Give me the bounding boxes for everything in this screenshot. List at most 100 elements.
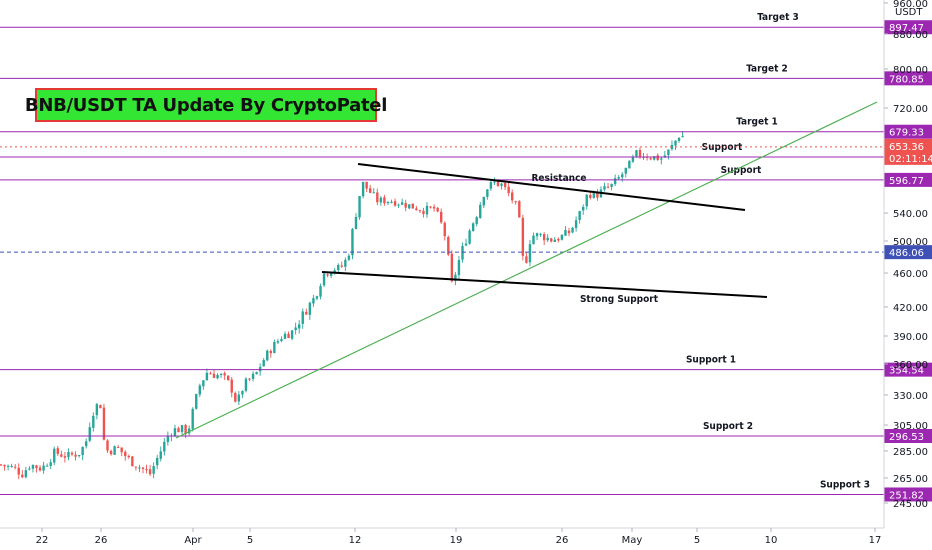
candle-body — [106, 440, 109, 451]
candle-body — [70, 452, 74, 455]
candle-body — [408, 204, 411, 209]
candle-body — [567, 230, 571, 234]
level-price-text: 486.06 — [889, 248, 924, 259]
candle-body — [166, 435, 170, 442]
candle-body — [624, 167, 627, 174]
x-tick-label: 5 — [247, 535, 253, 546]
candle-body — [283, 333, 287, 339]
x-tick-label: 22 — [36, 535, 49, 546]
y-tick-label: 390.00 — [893, 332, 928, 343]
candle-body — [38, 467, 42, 471]
candle-body — [131, 456, 134, 467]
candle-body — [63, 456, 67, 458]
candle-body — [322, 273, 326, 286]
candle-body — [152, 466, 155, 474]
candle-body — [393, 201, 397, 206]
candle-body — [56, 448, 59, 454]
candle-body — [28, 468, 31, 470]
candle-body — [638, 150, 642, 157]
candle-body — [628, 160, 631, 169]
y-tick-label: 265.00 — [893, 474, 928, 485]
candle-body — [266, 350, 269, 361]
candle-body — [432, 206, 436, 209]
x-tick-label: 5 — [694, 535, 700, 546]
level-price-badge — [884, 362, 932, 377]
y-tick-label: 540.00 — [893, 209, 928, 220]
candle-body — [589, 194, 592, 199]
candle-body — [450, 253, 454, 282]
candle-body — [386, 201, 390, 204]
current-price-badge — [884, 138, 932, 165]
candle-body — [269, 350, 272, 354]
candle-body — [521, 217, 525, 256]
candle-body — [443, 222, 446, 237]
y-tick-label: 305.00 — [893, 421, 928, 432]
candle-body — [479, 204, 482, 218]
candle-body — [237, 394, 241, 402]
resistance-trendline — [357, 163, 746, 211]
candle-body — [95, 404, 99, 416]
candle-body — [415, 208, 418, 211]
candle-body — [429, 206, 432, 208]
y-tick-label: 800.00 — [893, 65, 928, 76]
candle-body — [99, 404, 102, 409]
level-label: Target 1 — [736, 117, 778, 128]
candle-body — [422, 210, 425, 215]
x-tick-label: 26 — [95, 535, 108, 546]
candle-body — [294, 327, 297, 331]
candle-body — [471, 223, 475, 232]
candle-body — [635, 150, 638, 157]
candle-body — [454, 274, 457, 281]
candle-body — [365, 181, 368, 189]
candle-body — [124, 451, 127, 457]
candle-body — [425, 205, 429, 215]
countdown-text: 02:11:14 — [889, 154, 932, 165]
candle-body — [653, 156, 656, 160]
candle-body — [0, 464, 3, 466]
candle-body — [507, 186, 510, 194]
level-label: Support — [721, 165, 762, 176]
candle-body — [134, 466, 138, 468]
candle-body — [216, 374, 219, 379]
candle-body — [31, 465, 35, 469]
candle-body — [308, 302, 312, 315]
candle-body — [383, 197, 386, 204]
candle-body — [85, 441, 88, 447]
candle-body — [195, 394, 198, 409]
candle-body — [127, 455, 130, 458]
candle-body — [17, 467, 20, 475]
candle-body — [535, 233, 539, 237]
currency-label: USDT — [895, 7, 923, 18]
level-price-badge — [884, 20, 932, 35]
candle-body — [596, 192, 599, 198]
candle-body — [187, 428, 191, 434]
level-price-badge — [884, 172, 932, 187]
candle-body — [574, 220, 578, 228]
level-price-text: 296.53 — [889, 432, 924, 443]
candle-body — [319, 286, 322, 297]
candle-body — [447, 236, 450, 255]
candle-body — [234, 392, 237, 402]
candle-body — [649, 158, 652, 160]
candle-body — [92, 415, 95, 428]
trendlines: Resistance Strong Support — [175, 101, 878, 439]
candle-body — [486, 189, 489, 197]
candle-body — [468, 230, 471, 244]
candle-body — [656, 155, 659, 161]
candle-body — [333, 270, 336, 273]
candle-body — [276, 341, 280, 343]
x-tick-label: 17 — [869, 535, 882, 546]
x-tick-label: 12 — [349, 535, 362, 546]
candle-body — [209, 373, 212, 375]
y-tick-label: 960.00 — [893, 0, 928, 10]
candle-body — [436, 207, 439, 212]
level-price-text: 596.77 — [889, 176, 924, 187]
chart-title: BNB/USDT TA Update By CryptoPatel — [25, 88, 387, 122]
candle-body — [244, 378, 248, 391]
candle-body — [514, 201, 517, 203]
level-price-badge — [884, 124, 932, 139]
candle-body — [511, 192, 514, 201]
candle-body — [606, 186, 610, 188]
